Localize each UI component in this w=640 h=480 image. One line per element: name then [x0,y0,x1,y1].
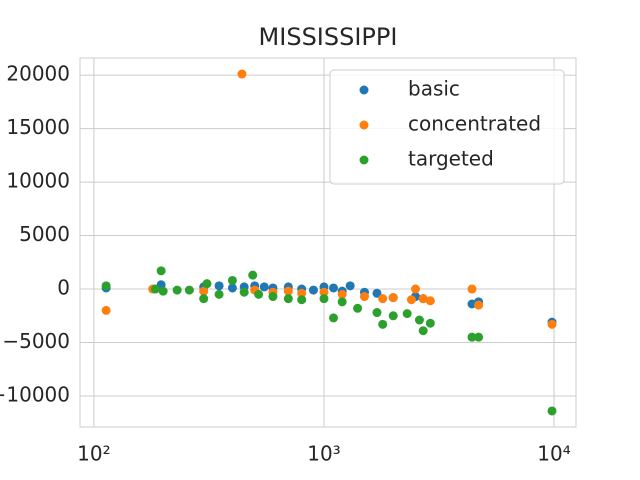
point [372,308,382,318]
point [150,284,160,294]
point [378,294,388,304]
point [328,283,338,293]
x-tick-label: 10³ [307,442,340,466]
point [467,332,477,342]
legend-marker [359,155,369,165]
point [474,300,484,310]
point [283,294,293,304]
chart-title: MISSISSIPPI [259,23,398,51]
legend-marker [359,120,369,130]
point [359,292,369,302]
point [319,287,329,297]
point [474,332,484,342]
legend-marker [359,85,369,95]
point [328,313,338,323]
legend-box [329,69,565,185]
point [227,283,237,293]
point [337,289,347,299]
y-tick-label: 0 [57,276,70,300]
point [259,282,269,292]
point [547,406,557,416]
point [239,287,249,297]
point [319,294,329,304]
y-tick-label: 15000 [6,115,70,139]
point [214,281,224,291]
point [353,303,363,313]
x-axis-label: Population [275,477,380,480]
point [388,293,398,303]
y-tick-label: 20000 [6,62,70,86]
point [199,286,209,296]
point [283,286,293,296]
point [184,285,194,295]
point [227,275,237,285]
point [418,326,428,336]
y-tick-label: −10000 [0,382,70,406]
point [199,294,209,304]
point [172,285,182,295]
point [202,279,212,289]
y-tick-label: 5000 [19,222,70,246]
point [418,294,428,304]
point [254,289,264,299]
y-tick-label: −5000 [2,329,70,353]
point [345,281,355,291]
point [411,284,421,294]
point [156,266,166,276]
point [268,292,278,302]
x-tick-label: 10² [77,442,110,466]
legend-label: basic [408,77,460,101]
point [297,295,307,305]
point [414,315,424,325]
point [388,311,398,321]
point [467,284,477,294]
point [378,319,388,329]
point [547,319,557,329]
point [297,288,307,298]
point [237,69,247,79]
point [308,285,318,295]
point [372,288,382,298]
legend-label: targeted [408,147,494,171]
point [425,318,435,328]
point [425,296,435,306]
point [337,297,347,307]
point [406,295,416,305]
plot-frame [79,57,577,428]
point [101,281,111,291]
x-tick-label: 10⁴ [537,442,570,466]
point [248,270,258,280]
point [101,305,111,315]
y-tick-label: 10000 [6,169,70,193]
point [158,286,168,296]
point [214,289,224,299]
legend-label: concentrated [408,112,541,136]
point [402,309,412,319]
